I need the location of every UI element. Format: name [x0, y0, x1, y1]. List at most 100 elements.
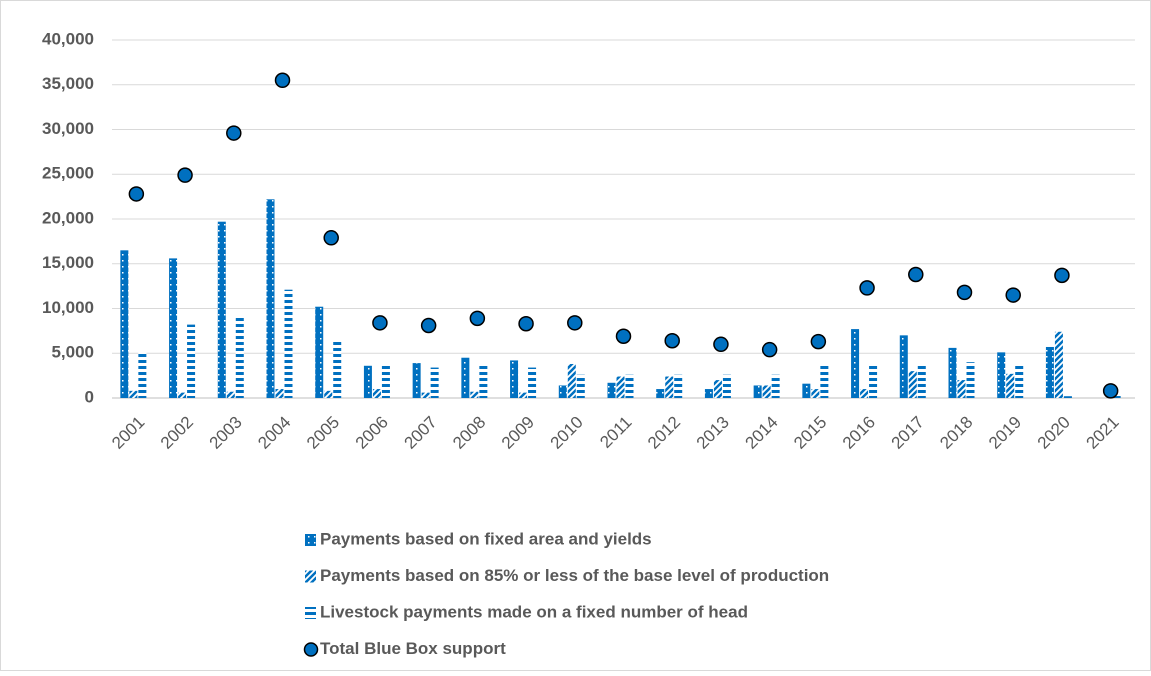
bar — [656, 389, 665, 398]
bar — [917, 365, 926, 398]
total-point — [761, 341, 778, 358]
bar — [461, 357, 470, 398]
legend-label: Livestock payments made on a fixed numbe… — [320, 602, 748, 621]
total-point — [567, 315, 583, 331]
total-point — [226, 125, 242, 141]
bar — [616, 376, 625, 398]
bar — [528, 367, 537, 398]
bar — [851, 329, 860, 398]
total-point — [518, 315, 534, 332]
legend-label: Payments based on 85% or less of the bas… — [320, 566, 829, 585]
bar — [567, 363, 576, 398]
bar — [607, 382, 616, 398]
bar — [820, 365, 829, 398]
y-tick-label: 20,000 — [42, 208, 94, 227]
bar — [674, 374, 683, 398]
y-tick-label: 5,000 — [51, 343, 94, 362]
y-tick-label: 40,000 — [42, 29, 94, 48]
bar — [226, 391, 235, 398]
y-tick-label: 0 — [85, 387, 94, 406]
total-point — [128, 186, 145, 202]
total-point — [177, 167, 193, 183]
bar — [178, 392, 187, 398]
bar — [519, 392, 528, 398]
bar — [275, 389, 284, 398]
bar — [120, 250, 129, 398]
bar — [412, 363, 421, 398]
total-point — [908, 266, 924, 283]
bar — [713, 380, 722, 398]
bar — [315, 306, 324, 398]
total-point — [859, 280, 875, 296]
bar — [997, 352, 1006, 398]
bar — [470, 391, 479, 398]
legend-label: Payments based on fixed area and yields — [320, 529, 652, 548]
bar — [138, 351, 147, 398]
bar — [421, 392, 430, 398]
bar — [333, 340, 342, 398]
bar — [762, 385, 771, 398]
total-point — [615, 328, 632, 344]
total-point — [713, 336, 729, 353]
bar — [1045, 346, 1054, 398]
bar — [722, 374, 731, 398]
bar — [372, 389, 381, 398]
total-point — [664, 332, 680, 349]
bar — [802, 383, 811, 398]
total-point — [420, 317, 437, 334]
bar — [1112, 395, 1121, 398]
bar — [860, 389, 869, 398]
bar — [558, 385, 567, 398]
bar — [129, 390, 138, 398]
bar — [235, 317, 244, 398]
bar — [966, 362, 975, 398]
bar — [479, 365, 488, 398]
total-point — [323, 230, 339, 246]
bar — [510, 360, 519, 398]
y-tick-label: 10,000 — [42, 298, 94, 317]
bar — [576, 374, 585, 398]
bar — [957, 380, 966, 398]
y-tick-label: 35,000 — [42, 74, 94, 93]
y-tick-label: 30,000 — [42, 119, 94, 138]
bar — [753, 385, 762, 398]
bar — [430, 367, 439, 398]
bar — [771, 374, 780, 398]
total-point — [274, 72, 291, 89]
legend-marker — [305, 570, 316, 583]
total-point — [956, 284, 973, 301]
bar — [1063, 396, 1072, 398]
total-point — [372, 315, 388, 331]
total-point — [469, 310, 486, 327]
bar — [1054, 331, 1063, 398]
bar — [1015, 365, 1024, 398]
total-point — [1054, 267, 1070, 284]
bar — [217, 221, 226, 398]
bar — [169, 258, 178, 398]
bar — [908, 371, 917, 398]
total-point — [1005, 287, 1021, 303]
bar — [363, 365, 372, 398]
bar — [187, 324, 196, 398]
legend-marker — [305, 534, 316, 546]
bar — [665, 376, 674, 398]
bar — [704, 389, 713, 398]
bar — [284, 289, 293, 398]
bar — [381, 365, 390, 398]
bar — [625, 374, 634, 398]
legend-label: Total Blue Box support — [320, 639, 506, 658]
bar — [899, 335, 908, 398]
bar — [948, 347, 957, 398]
bar — [811, 389, 820, 398]
legend-marker — [305, 607, 316, 619]
total-point — [1102, 383, 1119, 399]
total-point — [810, 333, 827, 350]
bar — [1006, 373, 1015, 398]
legend-marker — [303, 642, 319, 657]
bar — [324, 390, 333, 398]
bar — [266, 199, 275, 398]
y-tick-label: 25,000 — [42, 164, 94, 183]
y-tick-label: 15,000 — [42, 253, 94, 272]
bar — [869, 365, 878, 398]
